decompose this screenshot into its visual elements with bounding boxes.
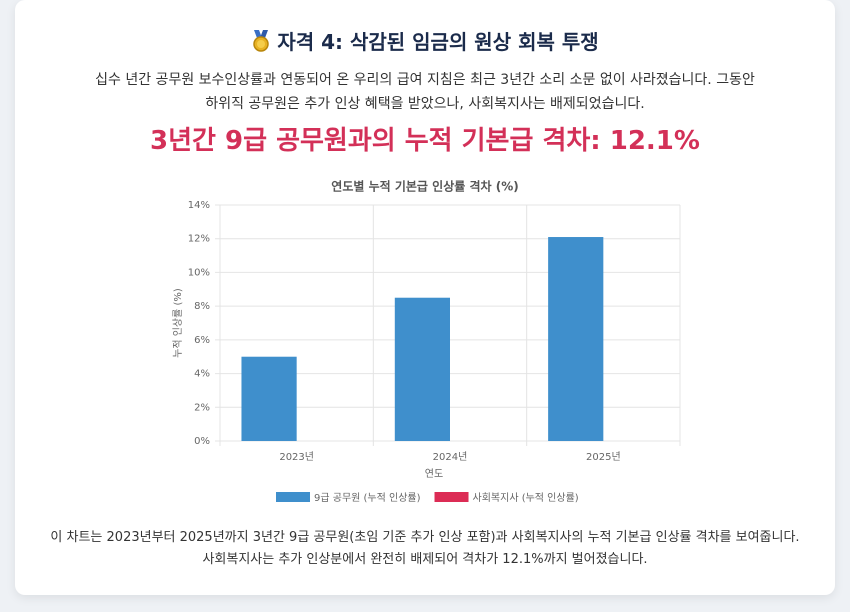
x-tick-label: 2024년 bbox=[433, 451, 468, 463]
card bbox=[15, 0, 835, 595]
legend-swatch bbox=[276, 492, 310, 502]
medal-icon bbox=[253, 30, 270, 52]
caption: 이 차트는 2023년부터 2025년까지 3년간 9급 공무원(초임 기준 추… bbox=[50, 530, 800, 567]
y-tick-label: 0% bbox=[194, 436, 210, 447]
heading: 자격 4: 삭감된 임금의 원상 회복 투쟁 bbox=[0, 26, 850, 55]
legend-label: 9급 공무원 (누적 인상률) bbox=[314, 492, 421, 504]
x-tick-label: 2025년 bbox=[586, 451, 621, 463]
x-tick-label: 2023년 bbox=[279, 451, 314, 463]
y-tick-label: 10% bbox=[188, 267, 210, 278]
x-axis-label: 연도 bbox=[425, 468, 443, 480]
y-tick-label: 14% bbox=[188, 200, 210, 211]
y-tick-label: 12% bbox=[188, 234, 210, 245]
highlight: 3년간 9급 공무원과의 누적 기본급 격차: 12.1% bbox=[150, 126, 700, 156]
y-tick-label: 4% bbox=[194, 369, 210, 380]
y-tick-label: 6% bbox=[194, 335, 210, 346]
y-tick-label: 8% bbox=[194, 301, 210, 312]
bar bbox=[394, 297, 450, 441]
y-tick-label: 2% bbox=[194, 402, 210, 413]
legend-label: 사회복지사 (누적 인상률) bbox=[473, 492, 579, 504]
intro: 십수 년간 공무원 보수인상률과 연동되어 온 우리의 급여 지침은 최근 3년… bbox=[95, 72, 755, 112]
chart-title: 연도별 누적 기본급 인상률 격차 (%) bbox=[331, 179, 518, 194]
bar bbox=[548, 237, 604, 441]
legend-swatch bbox=[434, 492, 469, 502]
bar bbox=[241, 356, 297, 441]
title-text: 자격 4: 삭감된 임금의 원상 회복 투쟁 bbox=[277, 30, 599, 54]
y-axis-label: 누적 인상률 (%) bbox=[172, 288, 184, 358]
